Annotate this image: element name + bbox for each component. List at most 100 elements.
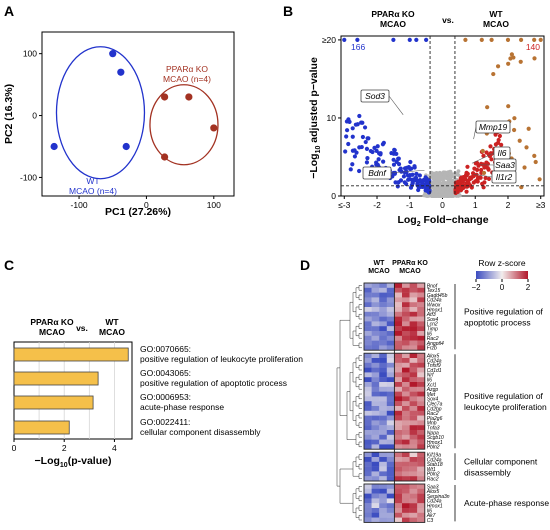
capped-up-point <box>517 138 522 143</box>
group-label: Cellular component <box>464 457 538 467</box>
heatmap-cell <box>364 466 372 472</box>
down-point <box>374 148 379 153</box>
heatmap-cell <box>364 457 372 462</box>
colorbar-tick-label: 2 <box>526 283 531 292</box>
down-point <box>408 166 413 171</box>
heatmap-cell <box>379 439 387 445</box>
down-point <box>405 173 411 178</box>
group-label: Acute-phase response <box>464 498 549 508</box>
heatmap-cell <box>402 488 410 494</box>
down-point <box>359 144 364 150</box>
heatmap-cell <box>386 508 395 513</box>
heatmap-cell <box>371 340 380 346</box>
heatmap-cell <box>402 382 410 387</box>
heatmap-cell <box>386 517 395 523</box>
heatmap-cell <box>394 331 403 336</box>
heatmap-cell <box>386 430 395 435</box>
gene-label: Tex15 <box>427 288 441 294</box>
heatmap-cell <box>364 461 372 467</box>
capped-up-point <box>524 145 529 150</box>
heatmap-cell <box>379 434 387 440</box>
heatmap-cell <box>371 377 380 383</box>
heatmap-cell <box>371 396 380 402</box>
gene-label: Cd24a <box>427 499 442 505</box>
gene-label: Sox4 <box>427 397 439 403</box>
ns-point <box>445 194 450 198</box>
heatmap-cell <box>417 396 425 402</box>
heatmap-cell <box>379 452 387 458</box>
y-tick-label: 0 <box>32 111 37 121</box>
ns-point <box>441 187 446 192</box>
heatmap-cell <box>379 292 387 298</box>
heatmap-cell <box>386 345 395 351</box>
heatmap-cell <box>402 508 410 513</box>
down-point <box>410 172 415 177</box>
heatmap-cell <box>379 307 387 312</box>
down-point <box>375 162 380 167</box>
capped-up-point <box>518 59 523 64</box>
y-axis-label: PC2 (16.3%) <box>3 84 15 144</box>
heatmap-cell <box>417 508 425 513</box>
heatmap-cell <box>371 331 380 336</box>
down-point <box>394 159 399 164</box>
down-point <box>417 177 423 183</box>
heatmap-cell <box>379 377 387 383</box>
down-point <box>399 169 404 174</box>
down-point <box>391 157 396 162</box>
heatmap-cell <box>364 311 372 317</box>
heatmap-cell <box>386 292 395 298</box>
heatmap-cell <box>371 292 380 298</box>
heatmap-cell <box>364 367 372 373</box>
heatmap-cell <box>402 434 410 440</box>
down-point <box>404 181 409 187</box>
heatmap-cell <box>394 476 403 482</box>
ns-point <box>442 173 447 178</box>
heatmap-cell <box>394 439 403 445</box>
down-point <box>410 180 415 186</box>
up-point <box>496 137 501 143</box>
heatmap-cell <box>379 358 387 363</box>
down-point <box>398 178 404 183</box>
gene-label: C3 <box>427 518 434 524</box>
heatmap-cell <box>386 391 395 397</box>
heatmap-cell <box>371 326 380 332</box>
gene-label: Scgb10 <box>427 435 444 441</box>
heatmap-cell <box>371 335 380 341</box>
gene-label: Angptl4 <box>426 341 444 347</box>
down-point <box>408 185 414 190</box>
heatmap-cell <box>394 498 403 504</box>
heatmap-cell <box>409 488 418 494</box>
data-points <box>50 50 218 161</box>
down-point <box>391 162 397 167</box>
label-connector <box>390 169 425 174</box>
heatmap-cell <box>379 415 387 421</box>
heatmap-cell <box>386 307 395 312</box>
heatmap-cell <box>386 377 395 383</box>
heatmap-cell <box>409 391 418 397</box>
x-axis-label: −Log10(p-value) <box>35 455 112 469</box>
gene-label: Hmox1 <box>427 504 443 510</box>
heatmap-cell <box>371 517 380 523</box>
heatmap-cell <box>371 302 380 308</box>
heatmap-cell <box>402 358 410 363</box>
wt-ellipse <box>55 46 146 180</box>
heatmap-cell <box>394 444 403 450</box>
heatmap-cell <box>386 512 395 518</box>
heatmap-cell <box>364 335 372 341</box>
gene-label: Mmp19 <box>479 122 508 132</box>
heatmap-cell <box>402 396 410 402</box>
y-axis-label: −Log10 adjusted p−value <box>308 57 322 179</box>
down-point <box>427 188 432 193</box>
heatmap-cell <box>379 457 387 462</box>
gene-label: Hmox1 <box>427 307 443 313</box>
heatmap-cell <box>364 326 372 332</box>
heatmap-cell <box>394 461 403 467</box>
heatmap-cell <box>402 283 410 288</box>
ko-point <box>161 153 169 161</box>
heatmap-cell <box>371 345 380 351</box>
up-point <box>478 175 483 180</box>
group-right-line2: MCAO <box>483 19 509 29</box>
gene-label: Lcn2 <box>427 322 438 328</box>
heatmap-cell <box>417 340 425 346</box>
heatmap-cell <box>402 353 410 359</box>
